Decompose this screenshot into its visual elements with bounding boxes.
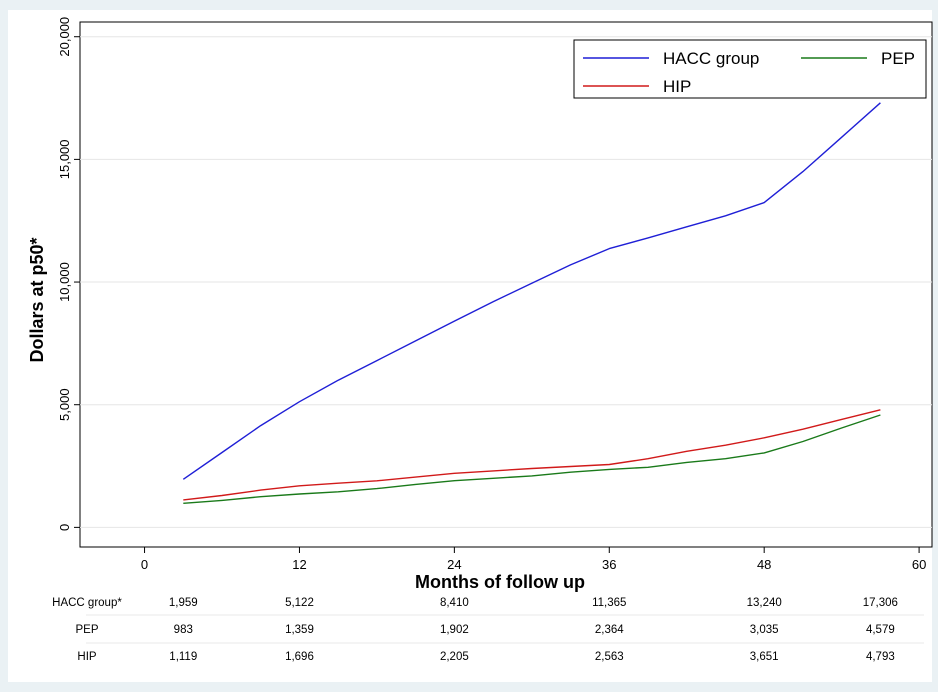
table-cell: 2,563 (595, 651, 624, 663)
x-axis-ticks: 0 12 24 36 48 60 (141, 547, 926, 572)
table-cell: 3,035 (750, 624, 779, 636)
table-row-label: HACC group* (52, 597, 122, 609)
x-tick-label: 36 (602, 557, 616, 572)
data-table: HACC group* 1,959 5,122 8,410 11,365 13,240 17… (52, 597, 924, 663)
table-cell: 4,579 (866, 624, 895, 636)
x-tick-label: 48 (757, 557, 771, 572)
legend-box (573, 39, 927, 99)
legend-label: HACC group (663, 49, 759, 68)
gridlines (80, 36, 932, 528)
table-cell: 3,651 (750, 651, 779, 663)
table-cell: 5,122 (285, 597, 314, 609)
x-axis-title: Months of follow up (415, 572, 585, 592)
table-cell: 8,410 (440, 597, 469, 609)
table-cell: 1,696 (285, 651, 314, 663)
y-axis-title: Dollars at p50* (27, 237, 47, 362)
legend-label: HIP (663, 77, 691, 96)
table-row-label: PEP (75, 624, 98, 636)
table-cell: 2,205 (440, 651, 469, 663)
legend-label: PEP (881, 49, 915, 68)
series-line-hip (183, 409, 881, 501)
table-cell: 1,959 (169, 597, 198, 609)
table-cell: 2,364 (595, 624, 624, 636)
table-cell: 4,793 (866, 651, 895, 663)
legend: HACC group PEP HIP (573, 39, 927, 99)
plot-area (79, 21, 933, 548)
table-cell: 1,119 (169, 651, 197, 663)
table-cell: 13,240 (747, 597, 782, 609)
series-line-pep (183, 414, 881, 504)
y-tick-label: 0 (57, 524, 72, 531)
y-tick-label: 10,000 (57, 262, 72, 302)
y-tick-label: 20,000 (57, 17, 72, 57)
x-tick-label: 0 (141, 557, 148, 572)
x-tick-label: 12 (292, 557, 306, 572)
x-tick-label: 60 (912, 557, 926, 572)
series-line-hacc-group (182, 102, 881, 480)
y-tick-label: 5,000 (57, 388, 72, 421)
table-cell: 11,365 (592, 597, 626, 609)
x-tick-label: 24 (447, 557, 461, 572)
table-row-label: HIP (77, 651, 97, 663)
y-tick-label: 15,000 (57, 140, 72, 180)
series-lines (182, 102, 881, 504)
table-cell: 1,902 (440, 624, 469, 636)
y-axis-ticks: 0 5,000 10,000 15,000 20,000 (57, 17, 80, 531)
table-cell: 1,359 (285, 624, 314, 636)
table-cell: 17,306 (863, 597, 898, 609)
table-cell: 983 (174, 624, 193, 636)
